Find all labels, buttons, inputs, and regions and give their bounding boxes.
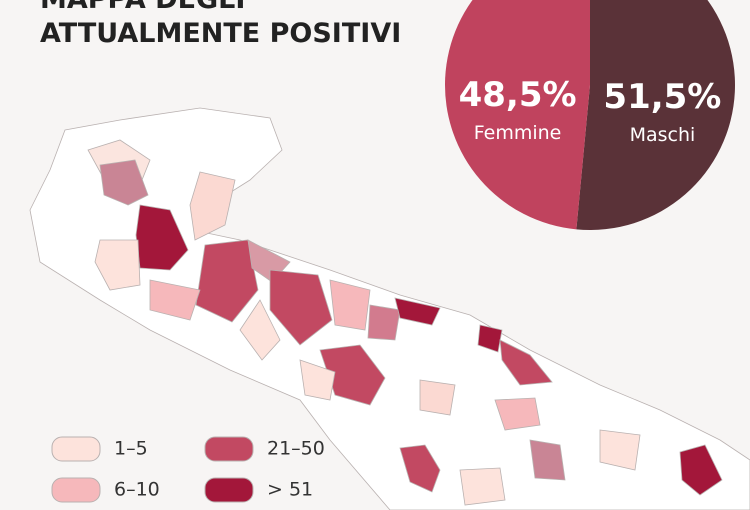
legend-swatch (204, 477, 254, 503)
title-line: ATTUALMENTE POSITIVI (40, 18, 401, 49)
pie-slice (576, 0, 735, 230)
legend-swatch (204, 436, 254, 462)
slice-category-label: Femmine (474, 122, 562, 144)
legend-label: 21–50 (267, 438, 325, 460)
legend: 1–5 6–10 21–50 > 51 (51, 436, 325, 503)
title-line: MAPPA DEGLI (40, 0, 245, 15)
legend-swatch (51, 477, 101, 503)
slice-category-label: Maschi (630, 124, 696, 146)
map (29, 107, 750, 510)
legend-label: 1–5 (114, 438, 148, 460)
slice-value-label: 51,5% (603, 77, 721, 117)
legend-swatch (51, 436, 101, 462)
slice-value-label: 48,5% (459, 75, 577, 115)
legend-label: > 51 (267, 479, 313, 501)
pie-slice (445, 0, 590, 230)
pie-chart: 51,5% Maschi 48,5% Femmine (445, 0, 735, 230)
legend-label: 6–10 (114, 479, 160, 501)
